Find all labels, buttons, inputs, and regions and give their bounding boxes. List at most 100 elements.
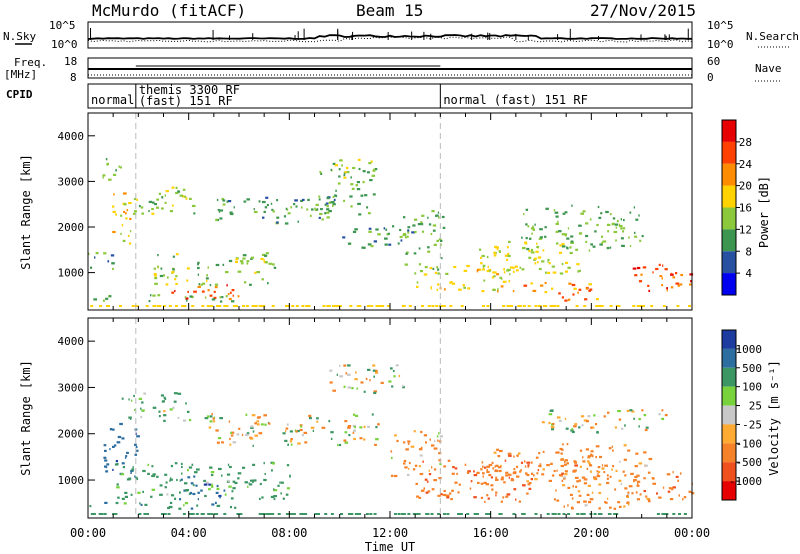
colorbar-bin: [722, 207, 736, 230]
data-cell: [344, 431, 348, 434]
data-cell: [131, 305, 135, 307]
data-cell: [247, 485, 249, 488]
data-cell: [506, 246, 509, 249]
data-cell: [526, 492, 529, 495]
data-cell: [225, 305, 229, 307]
data-cell: [295, 305, 299, 307]
data-cell: [521, 513, 525, 515]
data-cell: [505, 471, 509, 474]
data-cell: [527, 225, 530, 228]
colorbar-tick-label: 500: [742, 362, 762, 375]
data-cell: [190, 507, 194, 510]
data-cell: [622, 230, 625, 233]
data-cell: [613, 513, 617, 515]
data-cell: [369, 513, 373, 515]
data-cell: [578, 426, 581, 429]
data-cell: [598, 507, 601, 510]
data-cell: [232, 294, 234, 297]
data-cell: [207, 513, 211, 515]
data-cell: [580, 212, 584, 215]
data-cell: [215, 513, 219, 515]
data-cell: [115, 213, 117, 216]
data-cell: [310, 426, 315, 429]
data-cell: [148, 209, 150, 213]
data-cell: [539, 463, 542, 466]
data-cell: [531, 232, 533, 235]
data-cell: [417, 223, 422, 226]
data-cell: [350, 513, 354, 515]
data-cell: [500, 478, 504, 481]
colorbar-bin: [722, 481, 736, 500]
data-cell: [447, 459, 451, 462]
data-cell: [301, 305, 305, 307]
data-cell: [373, 391, 377, 395]
data-cell: [639, 239, 642, 242]
nsearch-label: N.Search: [746, 30, 799, 43]
data-cell: [583, 500, 587, 503]
data-cell: [138, 397, 142, 400]
data-cell: [286, 487, 290, 490]
data-cell: [598, 216, 602, 219]
data-cell: [151, 201, 155, 204]
data-cell: [545, 207, 549, 210]
data-cell: [147, 463, 150, 466]
data-cell: [384, 243, 388, 246]
data-cell: [172, 268, 175, 271]
data-cell: [133, 197, 137, 201]
data-cell: [441, 257, 443, 260]
data-cell: [209, 420, 213, 423]
data-cell: [522, 484, 526, 487]
data-cell: [245, 433, 249, 436]
data-cell: [194, 471, 198, 474]
data-cell: [326, 211, 330, 214]
data-cell: [652, 271, 654, 274]
data-cell: [583, 305, 587, 307]
data-cell: [299, 513, 303, 515]
data-cell: [201, 290, 205, 293]
data-cell: [656, 513, 660, 515]
data-cell: [237, 295, 240, 298]
data-cell: [689, 273, 694, 276]
data-cell: [334, 194, 337, 197]
data-cell: [157, 294, 161, 297]
data-cell: [548, 421, 551, 425]
data-cell: [219, 296, 221, 299]
data-cell: [246, 198, 250, 201]
data-cell: [170, 478, 173, 481]
data-cell: [364, 194, 368, 197]
data-cell: [403, 462, 406, 465]
colorbar-tick-label: 20: [739, 180, 752, 193]
data-cell: [574, 464, 578, 467]
data-cell: [350, 205, 353, 208]
data-cell: [529, 237, 532, 240]
data-cell: [656, 492, 658, 495]
data-cell: [135, 445, 138, 449]
data-cell: [481, 290, 485, 293]
data-cell: [235, 258, 238, 261]
data-cell: [163, 414, 167, 417]
data-cell: [569, 251, 573, 255]
data-cell: [635, 218, 639, 221]
data-cell: [581, 476, 586, 479]
data-cell: [621, 427, 624, 430]
data-cell: [404, 263, 409, 266]
data-cell: [483, 279, 486, 282]
data-cell: [512, 270, 515, 273]
data-cell: [554, 211, 559, 214]
data-cell: [501, 476, 504, 479]
data-cell: [359, 426, 363, 429]
data-cell: [377, 423, 380, 426]
data-cell: [678, 513, 681, 515]
data-cell: [638, 462, 643, 465]
data-cell: [675, 475, 679, 478]
data-cell: [528, 256, 532, 259]
data-cell: [530, 461, 533, 464]
data-cell: [425, 441, 427, 444]
data-cell: [377, 233, 381, 236]
data-cell: [161, 207, 164, 210]
time-tick-label: 20:00: [573, 526, 609, 540]
data-cell: [495, 246, 499, 249]
data-cell: [456, 472, 458, 475]
data-cell: [532, 225, 534, 228]
data-cell: [587, 455, 592, 458]
